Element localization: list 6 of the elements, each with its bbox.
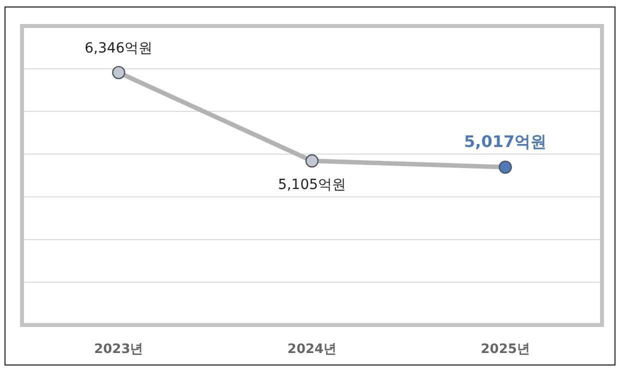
x-tick-label: 2023년: [94, 342, 144, 357]
data-label: 6,346억원: [84, 40, 153, 57]
x-tick-label: 2024년: [287, 342, 337, 357]
data-label: 5,017억원: [464, 132, 547, 152]
data-label: 5,105억원: [278, 176, 346, 193]
x-tick-label: 2025년: [480, 342, 530, 357]
